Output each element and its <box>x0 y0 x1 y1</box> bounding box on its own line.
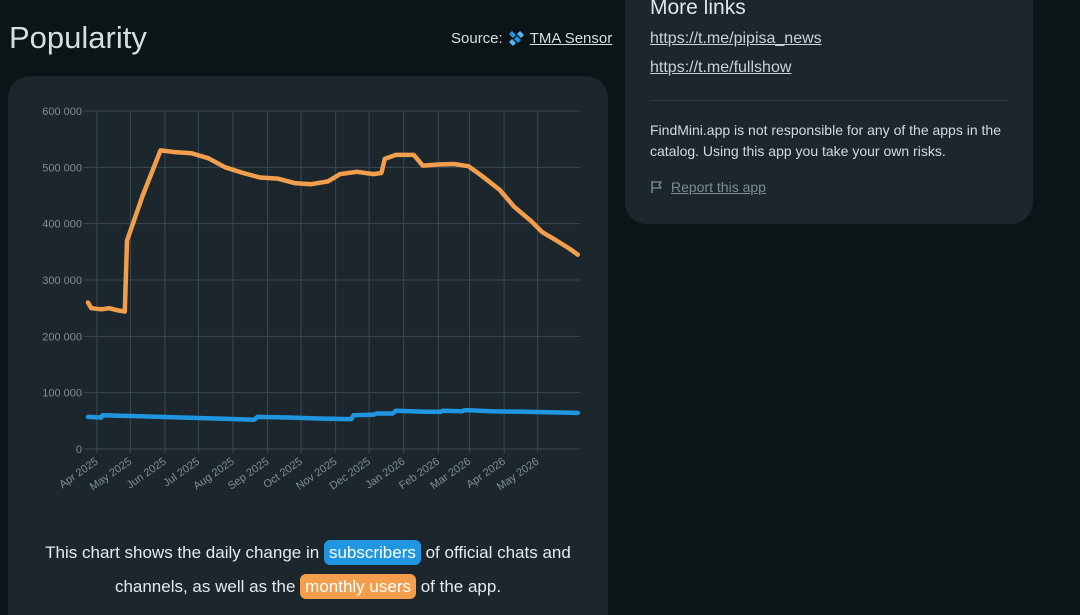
flag-icon <box>650 180 664 194</box>
source-label: Source: <box>451 30 503 47</box>
link-fullshow[interactable]: https://t.me/fullshow <box>650 59 792 76</box>
y-tick-label: 100 000 <box>42 388 82 400</box>
y-tick-label: 200 000 <box>42 331 82 343</box>
y-tick-label: 500 000 <box>42 162 82 174</box>
y-tick-label: 300 000 <box>42 275 82 287</box>
more-links-title: More links <box>650 0 746 19</box>
tma-sensor-icon <box>508 31 525 46</box>
link-pipisa-news[interactable]: https://t.me/pipisa_news <box>650 30 822 47</box>
more-links-card: More links https://t.me/pipisa_news http… <box>625 0 1033 224</box>
monthly-users-legend-pill: monthly users <box>300 574 416 599</box>
x-tick-label: Jun 2025 <box>125 456 169 492</box>
caption-text: This chart shows the daily change in <box>45 543 324 562</box>
chart-caption: This chart shows the daily change in sub… <box>8 536 608 604</box>
disclaimer-text: FindMini.app is not responsible for any … <box>650 122 1001 159</box>
y-tick-label: 400 000 <box>42 219 82 231</box>
popularity-chart: 0 100 000 200 000 300 000 400 000 500 000 600 … <box>42 106 581 493</box>
source-link[interactable]: TMA Sensor <box>529 30 613 47</box>
monthly-users-series-line <box>85 148 581 314</box>
page-title: Popularity <box>9 20 147 55</box>
caption-text: of the app. <box>415 577 502 596</box>
popularity-chart-card: 0 100 000 200 000 300 000 400 000 500 000 600 … <box>8 76 608 615</box>
source-attribution: Source: TMA Sensor <box>451 30 612 47</box>
report-app-label[interactable]: Report this app <box>671 179 766 195</box>
y-tick-label: 0 <box>76 444 82 456</box>
divider <box>650 100 1008 101</box>
report-app-link[interactable]: Report this app <box>650 179 766 195</box>
y-tick-label: 600 000 <box>42 106 82 118</box>
caption-text: of official chats and channels, as well … <box>114 543 571 596</box>
subscribers-legend-pill: subscribers <box>323 540 421 565</box>
subscribers-series-line <box>85 407 581 422</box>
